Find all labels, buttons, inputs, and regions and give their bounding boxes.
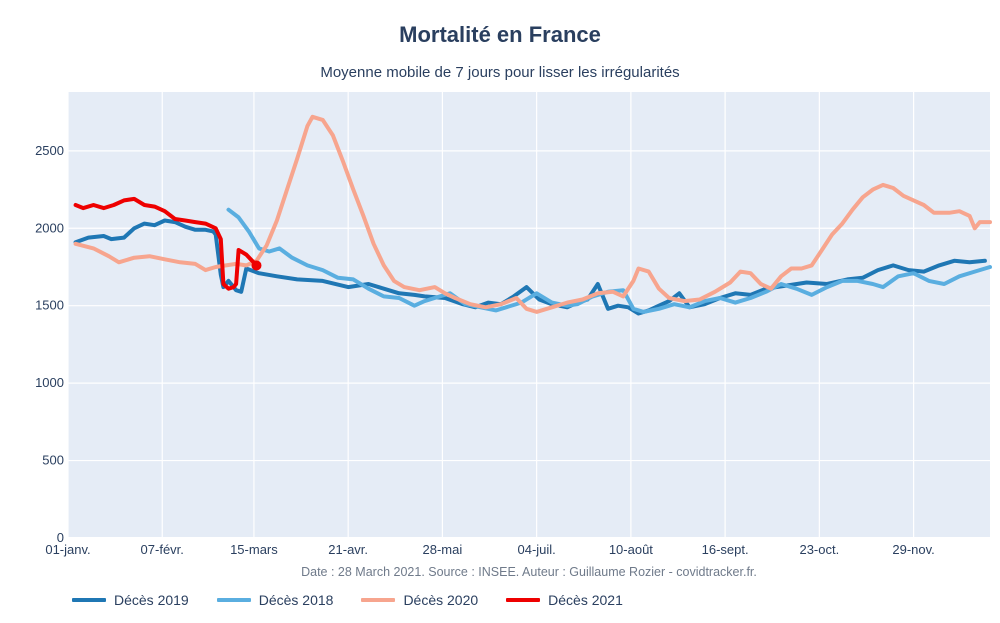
legend-label-2020: Décès 2020 <box>403 592 479 608</box>
x-tick-label: 16-sept. <box>702 542 749 557</box>
legend-swatch-2020 <box>361 598 396 602</box>
series-2021-endpoint <box>251 260 262 271</box>
legend-label-2019: Décès 2019 <box>114 592 189 608</box>
chart-caption: Date : 28 March 2021. Source : INSEE. Au… <box>301 565 757 579</box>
legend-label-2021: Décès 2021 <box>548 592 623 608</box>
y-tick-label: 0 <box>57 530 64 545</box>
legend-swatch-2019 <box>72 598 106 602</box>
series-line-2 <box>73 114 992 314</box>
legend-label-2018: Décès 2018 <box>258 592 334 608</box>
x-tick-label: 07-févr. <box>141 542 184 557</box>
legend: Décès 2019 Décès 2018 Décès 2020 Décès 2… <box>72 592 651 608</box>
plot-background <box>68 92 990 538</box>
x-tick-label: 01-janv. <box>45 542 90 557</box>
x-tick-label: 15-mars <box>230 542 278 557</box>
legend-swatch-2021 <box>506 598 541 602</box>
series-line-3 <box>73 196 259 291</box>
x-tick-label: 04-juil. <box>517 542 555 557</box>
y-tick-label: 1500 <box>35 298 64 313</box>
x-tick-label: 23-oct. <box>799 542 839 557</box>
y-tick-label: 1000 <box>35 375 64 390</box>
y-tick-label: 2000 <box>35 220 64 235</box>
x-tick-label: 29-nov. <box>892 542 934 557</box>
legend-item-2018[interactable]: Décès 2018 <box>216 592 334 608</box>
chart-subtitle: Moyenne mobile de 7 jours pour lisser le… <box>320 64 680 81</box>
legend-item-2019[interactable]: Décès 2019 <box>72 592 189 608</box>
legend-item-2021[interactable]: Décès 2021 <box>506 592 623 608</box>
x-tick-label: 28-mai <box>423 542 463 557</box>
y-tick-label: 500 <box>42 453 64 468</box>
legend-item-2020[interactable]: Décès 2020 <box>361 592 478 608</box>
x-tick-label: 21-avr. <box>328 542 368 557</box>
y-tick-label: 2500 <box>35 143 64 158</box>
x-tick-label: 10-août <box>609 542 653 557</box>
chart-title: Mortalité en France <box>399 22 601 47</box>
legend-swatch-2018 <box>216 598 251 602</box>
